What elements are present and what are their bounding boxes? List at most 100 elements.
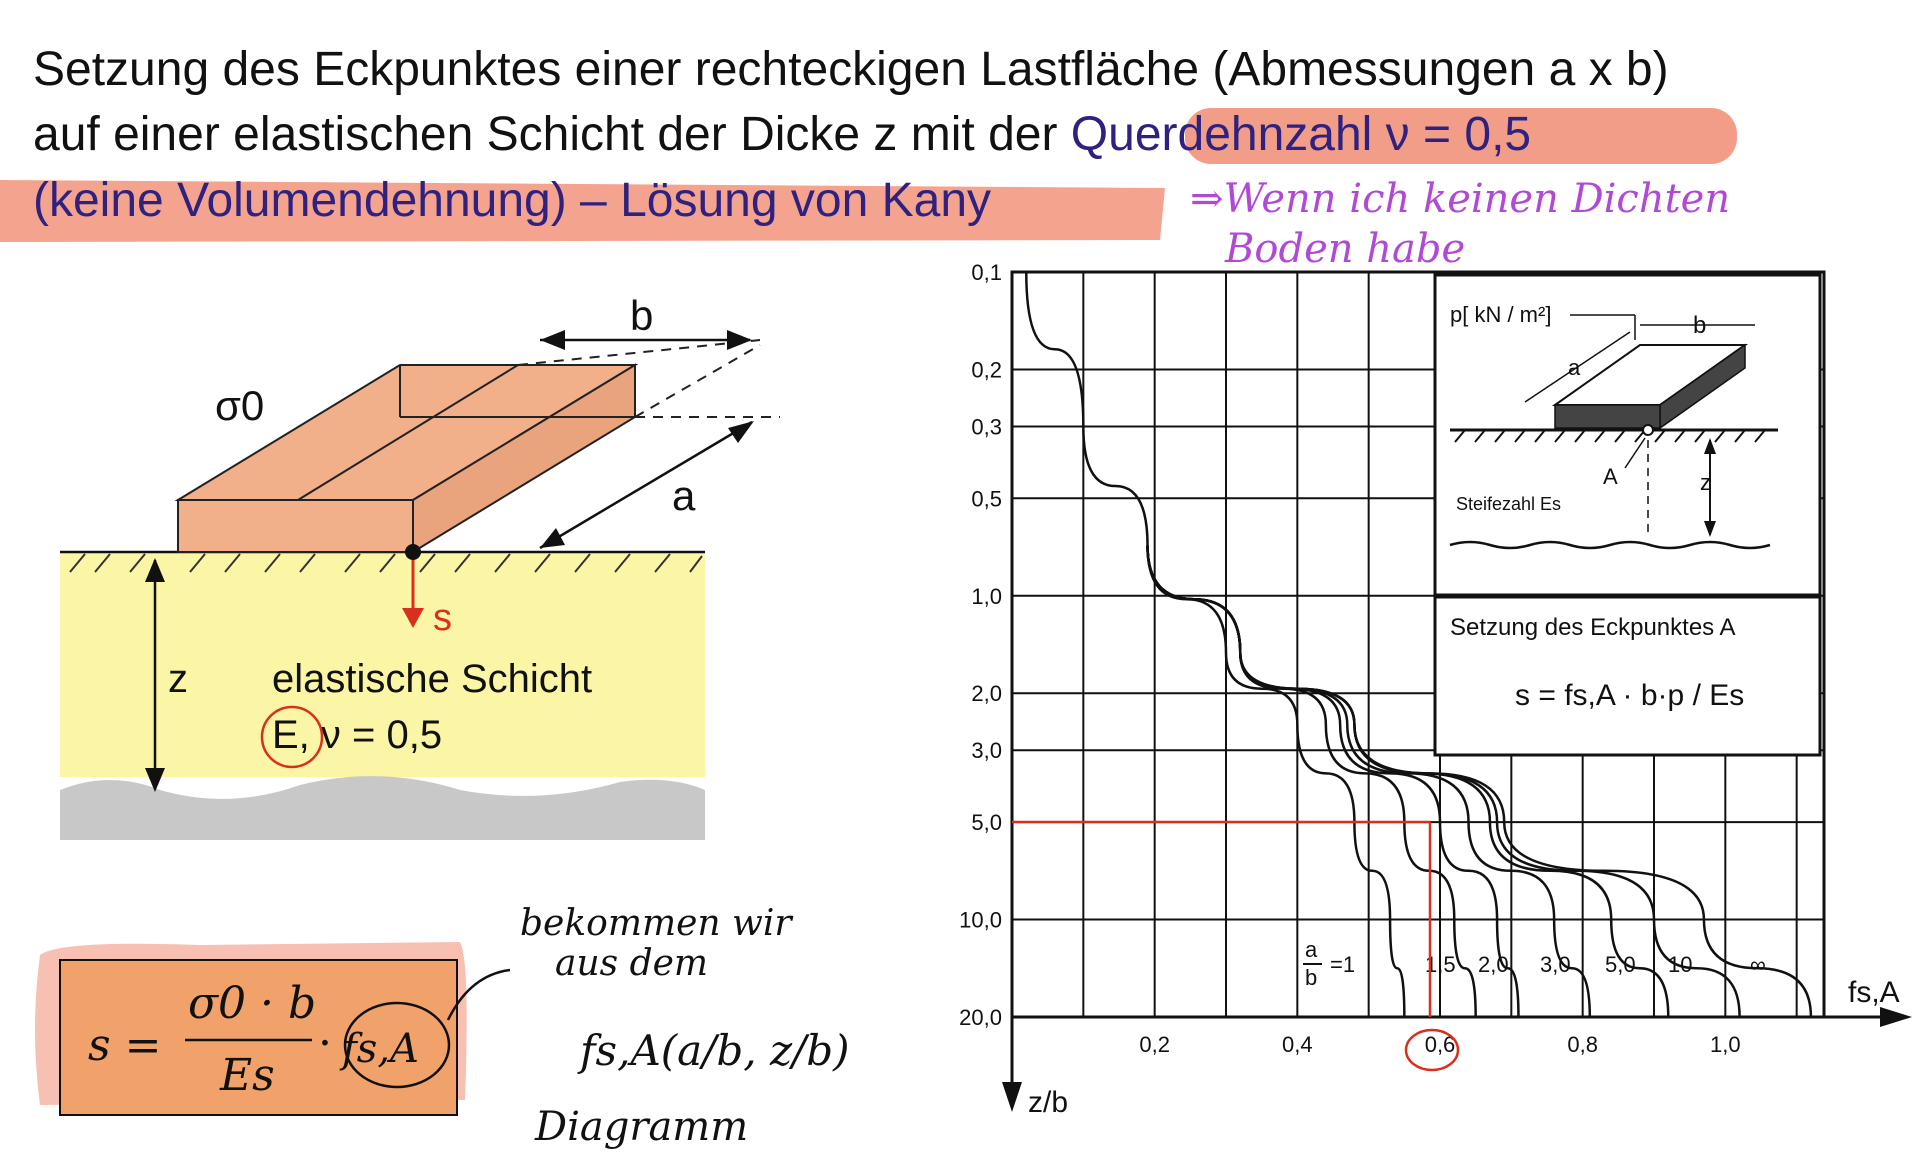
handwritten-note-top-2: Boden habe xyxy=(1224,226,1465,272)
factor-pointer-line xyxy=(446,968,511,1021)
y-tick-label: 0,2 xyxy=(971,357,1002,382)
chart-curves xyxy=(1025,271,1813,1018)
curve-label-fraction-a: a xyxy=(1305,937,1318,962)
layer-params: E, ν = 0,5 xyxy=(272,713,442,757)
chart-x-ticks: 0,2 0,4 0,6 0,8 1,0 xyxy=(1139,1032,1740,1057)
y-tick-label: 10,0 xyxy=(959,908,1002,933)
inset-stiffness-label: Steifezahl Es xyxy=(1456,494,1561,514)
title-line1: Setzung des Eckpunktes einer rechteckige… xyxy=(33,43,1669,96)
a-dimension-arrow xyxy=(539,420,753,550)
b-arrowhead-right xyxy=(727,330,752,350)
b-label: b xyxy=(630,292,653,339)
b-arrowhead-left xyxy=(540,330,565,350)
inset-a-dim xyxy=(1524,331,1631,403)
y-tick-label: 0,5 xyxy=(971,486,1002,511)
title-line3-accent: Lösung von Kany xyxy=(620,174,991,227)
inset-bottom-line xyxy=(1449,540,1771,550)
formula-denominator: Es xyxy=(219,1050,275,1101)
inset-formula-text: s = fs,A · b·p / Es xyxy=(1515,679,1744,712)
curve-label: 10 xyxy=(1668,952,1692,977)
inset-ground-hatch xyxy=(1454,429,1766,443)
elastic-layer xyxy=(60,552,705,777)
y-tick-label: 1,0 xyxy=(971,584,1002,609)
settlement-arrowhead xyxy=(402,608,424,628)
x-tick-label: 0,4 xyxy=(1282,1032,1313,1057)
x-tick-label: 0,8 xyxy=(1567,1032,1598,1057)
inset-b-label: b xyxy=(1693,312,1706,339)
inset-formula-title: Setzung des Eckpunktes A xyxy=(1450,614,1736,641)
z-arrowhead-top xyxy=(145,558,165,582)
a-label: a xyxy=(672,472,696,519)
x-axis-label: fs,A xyxy=(1848,976,1900,1009)
settlement-label: s xyxy=(433,597,452,639)
sigma-label: σ0 xyxy=(215,382,264,429)
curve-a-b-1 xyxy=(1025,271,1406,1018)
rock-base xyxy=(60,776,705,840)
y-tick-label: 2,0 xyxy=(971,681,1002,706)
inset-a-label: a xyxy=(1568,355,1581,380)
inset-A-leader xyxy=(1624,437,1646,469)
title-line2-text: auf einer elastischen Schicht der Dicke … xyxy=(33,108,1071,161)
formula-lhs: s = xyxy=(88,1020,161,1071)
inset-p-label: p[ kN / m²] xyxy=(1450,302,1551,327)
curve-label: 2,0 xyxy=(1478,952,1509,977)
z-label: z xyxy=(168,657,188,701)
kany-chart: 0,1 0,2 0,3 0,5 1,0 2,0 3,0 5,0 10,0 20,0 0,2 0,4 0… xyxy=(959,260,1912,1119)
formula-factor: fs,A xyxy=(339,1026,419,1072)
title-highlight-querdehnzahl xyxy=(1185,108,1737,164)
inset-formula-box xyxy=(1433,595,1822,757)
curve-label: 3,0 xyxy=(1540,952,1571,977)
x-tick-label: 1,0 xyxy=(1710,1032,1741,1057)
formula-dot: · xyxy=(318,1018,332,1069)
formula-box xyxy=(59,959,458,1116)
title-line2: auf einer elastischen Schicht der Dicke … xyxy=(33,108,1531,161)
curve-- xyxy=(1146,545,1813,1018)
inset-corner-point xyxy=(1642,424,1654,436)
inset-load-front xyxy=(1554,404,1661,429)
reading-circle-mark xyxy=(1404,1028,1460,1072)
y-tick-label: 3,0 xyxy=(971,738,1002,763)
ground-hatch xyxy=(69,553,703,573)
load-block-front xyxy=(177,499,414,553)
chart-curve-labels: ab=1 1,5 2,0 3,0 5,0 10 ∞ xyxy=(1303,937,1766,990)
factor-circle-mark xyxy=(343,1001,451,1089)
dim-dash-b2 xyxy=(634,344,761,418)
title-highlight-line3 xyxy=(0,180,1165,242)
y-tick-label: 20,0 xyxy=(959,1005,1002,1030)
handwritten-note-top-1: ⇒Wenn ich keinen Dichten xyxy=(1190,176,1730,222)
title-line3: (keine Volumendehnung) – Lösung von Kany xyxy=(33,174,991,227)
dim-dash-b xyxy=(517,339,761,366)
handwritten-note-3: Diagramm xyxy=(534,1104,748,1150)
handwritten-note-1: bekommen wir xyxy=(520,903,793,944)
z-arrowhead-bottom xyxy=(145,768,165,792)
a-arrowhead-top xyxy=(728,421,754,443)
y-tick-label: 5,0 xyxy=(971,810,1002,835)
curve-label: 5,0 xyxy=(1605,952,1636,977)
curve-label: ∞ xyxy=(1750,952,1766,977)
e-circle-mark xyxy=(260,705,324,769)
x-tick-label: 0,2 xyxy=(1139,1032,1170,1057)
handwritten-note-2: aus dem xyxy=(555,943,708,984)
chart-y-ticks: 0,1 0,2 0,3 0,5 1,0 2,0 3,0 5,0 10,0 20,0 xyxy=(959,260,1002,1030)
x-axis-arrowhead xyxy=(1880,1007,1912,1027)
curve-label: =1 xyxy=(1330,952,1355,977)
function-text: fs,A(a/b, z/b) xyxy=(577,1026,850,1075)
y-tick-label: 0,1 xyxy=(971,260,1002,285)
corner-point xyxy=(405,544,421,560)
inset-A-label: A xyxy=(1603,464,1618,489)
inset-z-arrow-bottom xyxy=(1704,521,1716,537)
layer-label: elastische Schicht xyxy=(272,657,592,701)
inset-z-arrow-top xyxy=(1704,438,1716,454)
formula-numerator: σ0 · b xyxy=(188,978,316,1029)
a-arrowhead-bottom xyxy=(540,528,565,548)
y-tick-label: 0,3 xyxy=(971,414,1002,439)
y-axis-arrowhead xyxy=(1002,1082,1022,1112)
title-line3-text: (keine Volumendehnung) – xyxy=(33,174,620,227)
y-axis-label: z/b xyxy=(1028,1086,1068,1119)
inset-z-label: z xyxy=(1700,470,1711,495)
load-area-figure: b a σ0 s z elastische Schicht E, ν = 0,5 xyxy=(60,292,780,840)
title-line2-accent: Querdehnzahl ν = 0,5 xyxy=(1071,108,1531,161)
curve-label-fraction-b: b xyxy=(1305,965,1317,990)
block-inner-edge xyxy=(297,364,519,501)
